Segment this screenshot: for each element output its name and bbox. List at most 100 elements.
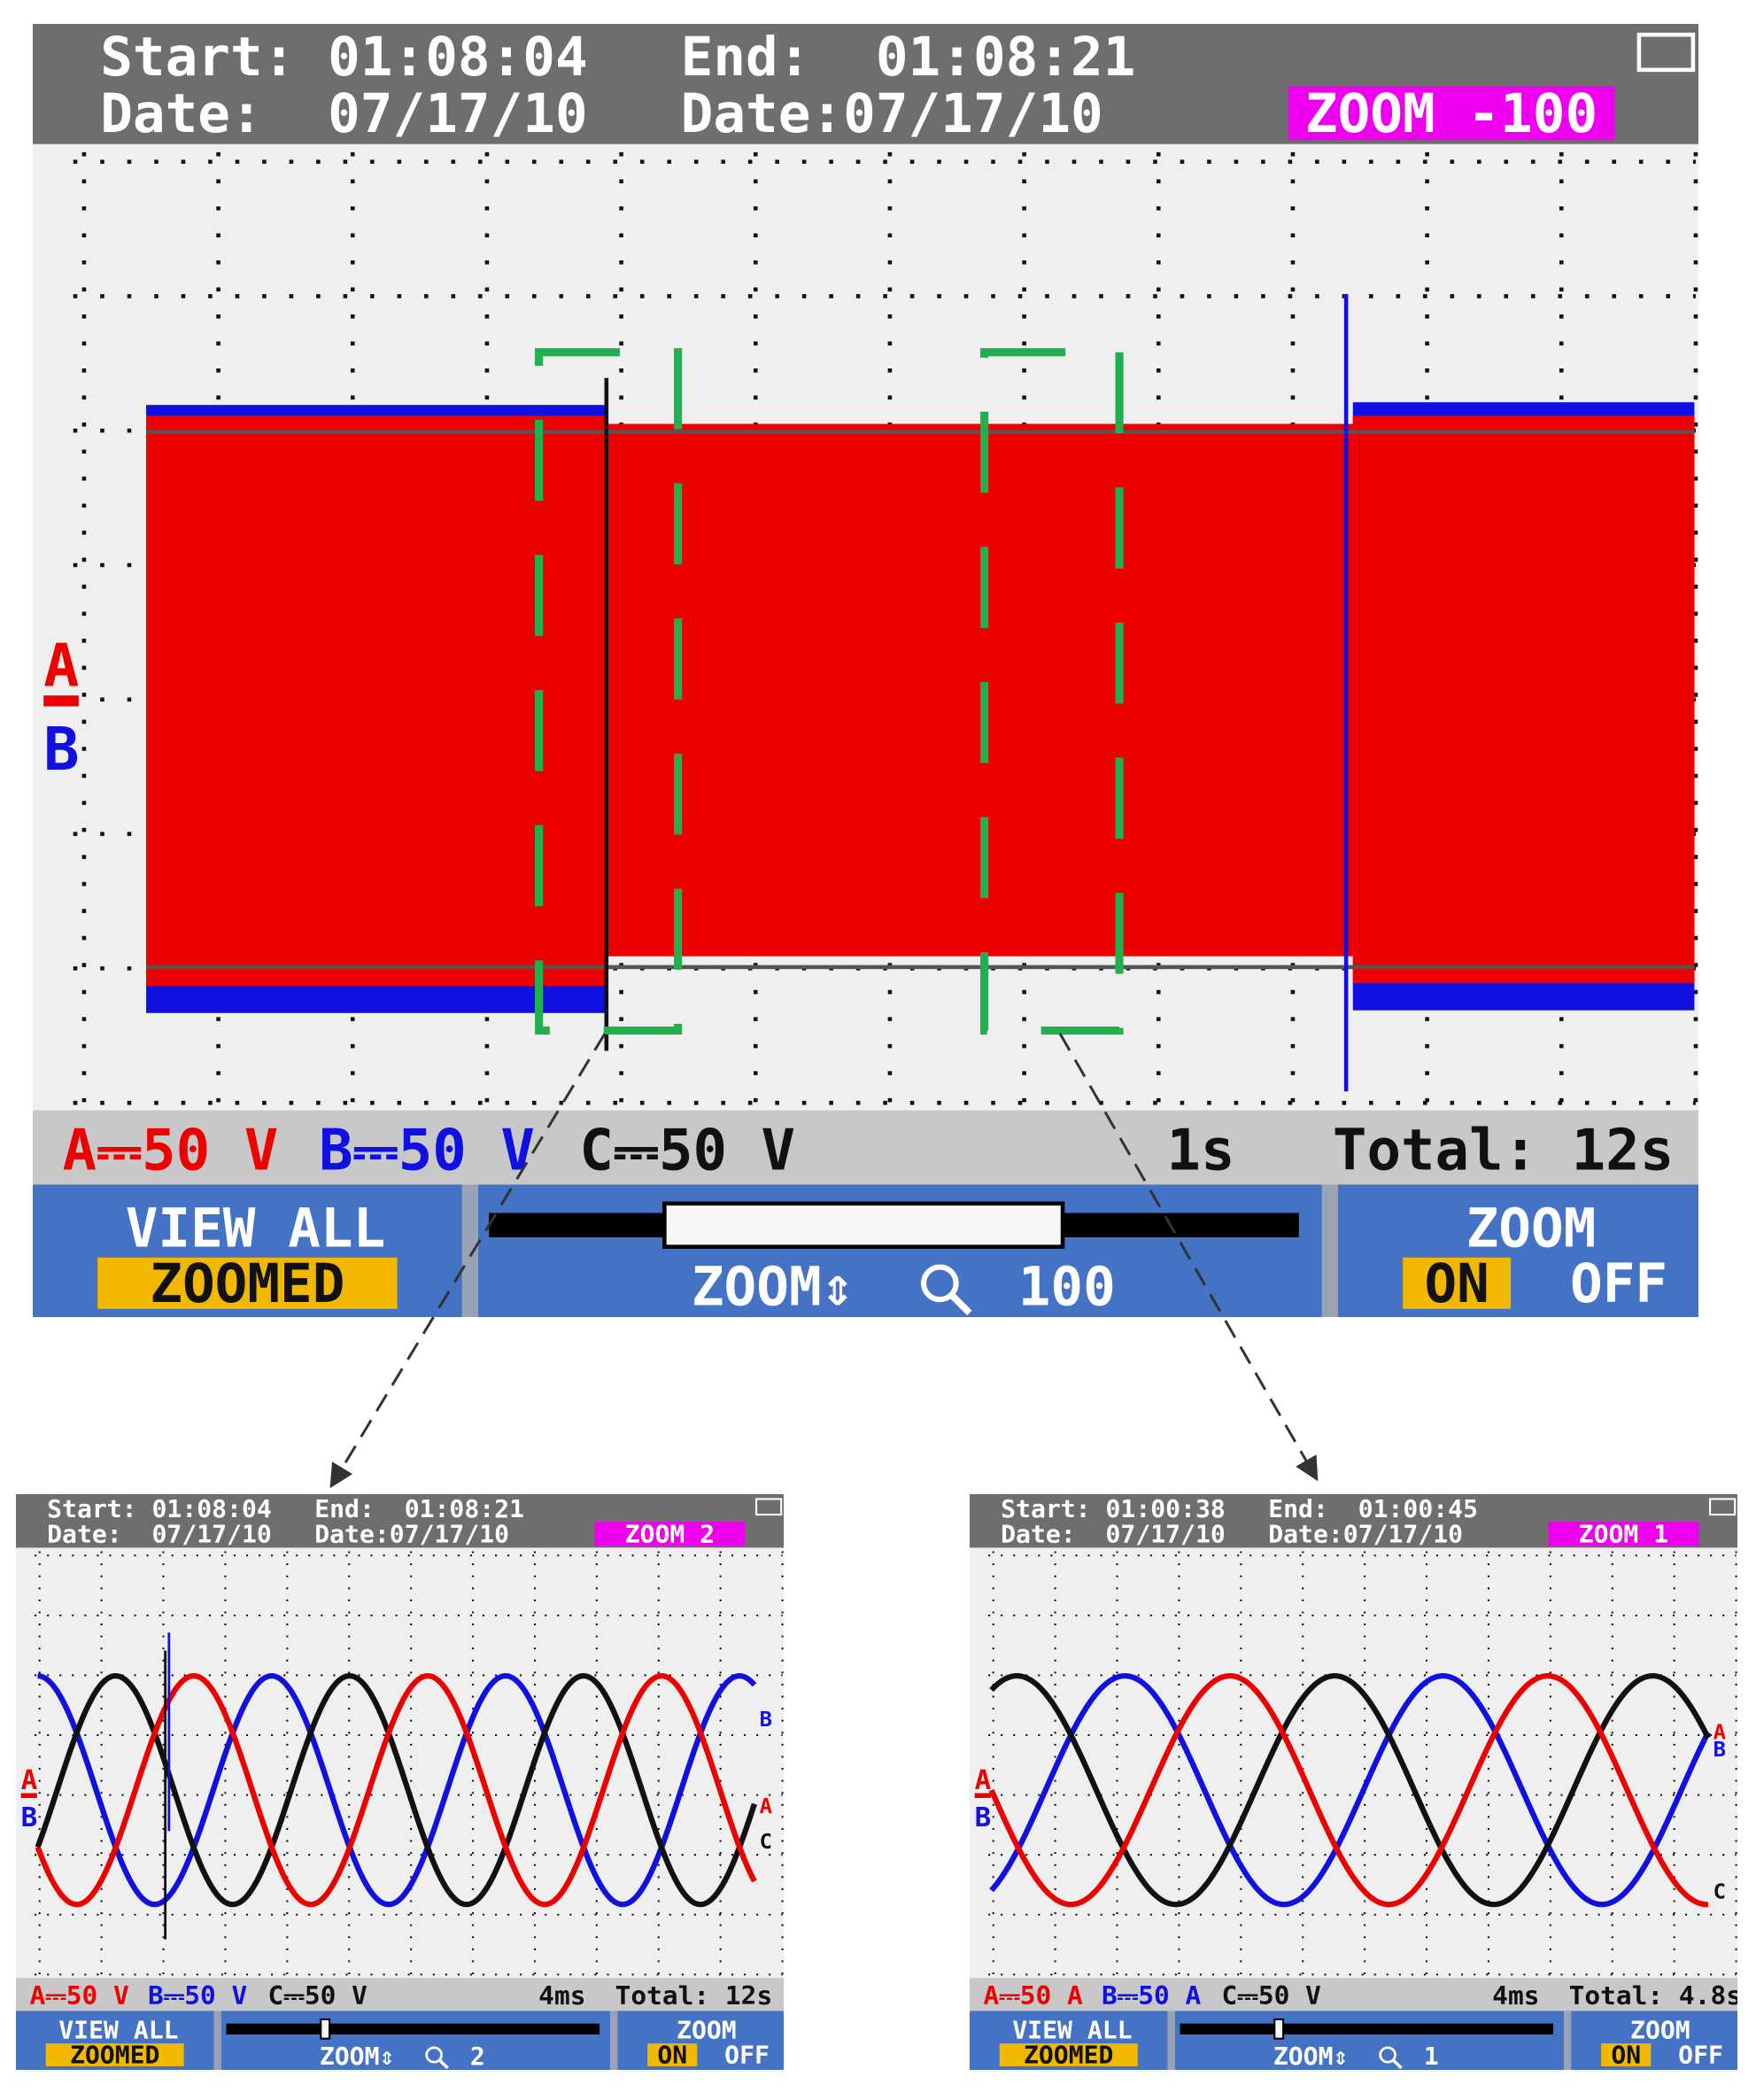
zoom-badge-text: ZOOM 1	[1579, 1520, 1668, 1548]
selected-highlight	[1601, 2043, 1652, 2066]
end-time: End: 01:08:21	[314, 1494, 524, 1523]
battery-icon	[755, 1498, 783, 1516]
menu-divider	[609, 2011, 618, 2070]
waveform	[989, 1673, 1711, 1908]
channel-marker	[974, 1793, 991, 1798]
zoom-on: ON	[1424, 1252, 1489, 1315]
menu-divider	[1167, 2011, 1175, 2070]
zoom-label: ZOOM⇕	[692, 1255, 855, 1317]
magnifier-icon	[920, 1264, 959, 1303]
magnifier-icon	[949, 1292, 972, 1316]
selected-highlight	[97, 1257, 398, 1309]
zoom-value: 2	[470, 2042, 485, 2070]
zoom-title: ZOOM	[1466, 1197, 1597, 1260]
battery-icon	[1636, 32, 1696, 73]
scale-c: C⎓50 V	[1222, 1980, 1321, 2010]
zoomed-option: ZOOMED	[150, 1252, 344, 1315]
view-all-option: VIEW ALL	[58, 2016, 178, 2044]
start-date: Date: 07/17/10	[1001, 1520, 1226, 1548]
trace-label: B	[1713, 1738, 1726, 1763]
end-date: Date:07/17/10	[1268, 1520, 1463, 1548]
channel-label: A	[975, 1765, 992, 1795]
selected-highlight	[647, 2043, 698, 2066]
scale-b: B⎓50 V	[319, 1119, 535, 1184]
selected-highlight	[999, 2043, 1138, 2066]
zoom-badge	[1548, 1522, 1699, 1546]
zoom-title: ZOOM	[677, 2016, 737, 2044]
zoom-value: 1	[1424, 2042, 1439, 2070]
magnifier-icon	[438, 2058, 449, 2070]
battery-icon	[1709, 1498, 1737, 1516]
zoom-on: ON	[657, 2041, 687, 2069]
menu-divider	[213, 2011, 221, 2070]
waveform	[37, 1673, 757, 1908]
zoom-window	[980, 348, 1124, 1035]
zoom-window	[535, 348, 683, 1035]
end-date: Date:07/17/10	[314, 1520, 509, 1548]
trace-a-band	[1352, 415, 1695, 984]
selected-highlight	[45, 2043, 184, 2066]
scale-b: B⎓50 A	[1102, 1980, 1201, 2010]
zoom-value: 100	[1018, 1255, 1116, 1317]
channel-label: B	[975, 1802, 992, 1833]
scale-c: C⎓50 V	[268, 1980, 367, 2010]
waveform	[35, 1673, 757, 1908]
zoom-badge	[1288, 86, 1615, 141]
zoom-off: OFF	[1678, 2041, 1723, 2069]
scale-a: A⎓50 V	[63, 1119, 279, 1184]
channel-label: A	[21, 1765, 38, 1795]
trace-label: C	[1713, 1879, 1726, 1904]
plot-area	[970, 1547, 1737, 1979]
zoomed-option: ZOOMED	[1024, 2041, 1113, 2069]
channel-marker	[20, 1793, 37, 1798]
trace-a-band	[146, 415, 608, 987]
start-time: Start: 01:00:38	[1001, 1494, 1226, 1523]
view-all-option: VIEW ALL	[1012, 2016, 1132, 2044]
channel-label: B	[43, 715, 79, 784]
channel-label: B	[21, 1802, 38, 1833]
start-time: Start: 01:08:04	[100, 26, 588, 89]
waveform	[989, 1673, 1711, 1908]
channel-marker	[43, 695, 79, 707]
zoom-badge	[594, 1522, 746, 1546]
zoom-off: OFF	[1570, 1252, 1667, 1315]
status-bar	[16, 1978, 784, 2011]
trace-label: A	[760, 1794, 772, 1818]
scale-a: A⎓50 V	[29, 1980, 128, 2010]
timebase: 4ms	[538, 1980, 585, 2010]
end-time: End: 01:00:45	[1268, 1494, 1478, 1523]
zoom-track	[226, 2023, 600, 2034]
zoom-off: OFF	[724, 2041, 770, 2069]
trace-label: B	[760, 1708, 772, 1732]
zoom-track	[1180, 2023, 1554, 2034]
status-bar	[33, 1110, 1698, 1185]
zoomed-option: ZOOMED	[70, 2041, 159, 2069]
end-time: End: 01:08:21	[681, 26, 1136, 89]
zoom-label: ZOOM⇕	[320, 2042, 395, 2070]
start-date: Date: 07/17/10	[47, 1520, 272, 1548]
menu-divider	[1563, 2011, 1572, 2070]
connector-arrow	[1058, 1033, 1319, 1482]
zoom-badge-text: ZOOM -100	[1305, 82, 1597, 145]
timebase: 4ms	[1492, 1980, 1539, 2010]
zoom-label: ZOOM⇕	[1273, 2042, 1349, 2070]
trace-label: C	[760, 1829, 772, 1854]
magnifier-icon	[1379, 2046, 1396, 2064]
timebase: 1s	[1166, 1119, 1234, 1184]
selected-highlight	[1403, 1257, 1512, 1309]
zoom-on: ON	[1611, 2041, 1641, 2069]
menu-divider	[461, 1184, 479, 1317]
start-date: Date: 07/17/10	[100, 82, 588, 145]
view-all-option: VIEW ALL	[126, 1197, 386, 1260]
zoom-badge-text: ZOOM 2	[625, 1520, 715, 1548]
zoom-slider	[662, 1201, 1065, 1249]
zoom-slider	[1273, 2018, 1285, 2040]
scale-c: C⎓50 V	[579, 1119, 795, 1184]
total-time: Total: 12s	[615, 1980, 773, 2010]
magnifier-icon	[1392, 2058, 1403, 2070]
trace-label: A	[1713, 1720, 1726, 1745]
